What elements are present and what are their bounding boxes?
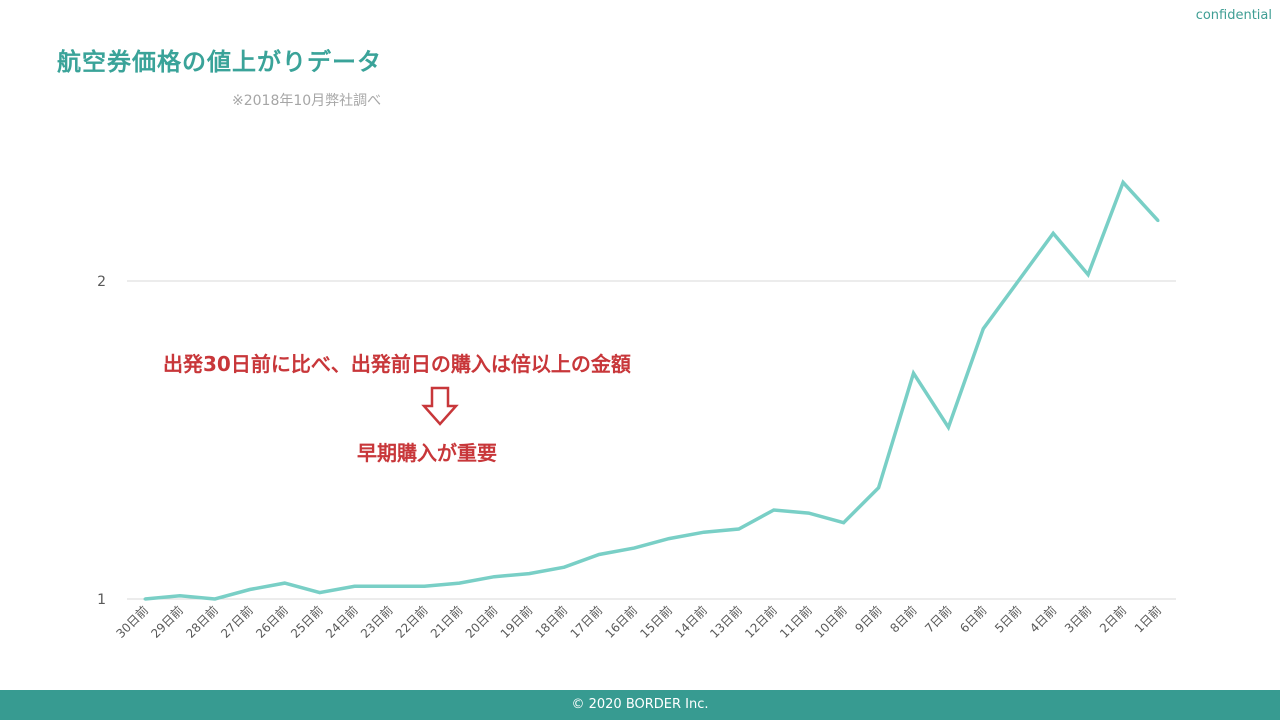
down-arrow-icon [421,386,459,426]
data-point [981,327,985,331]
data-point [178,594,182,598]
data-point [388,584,392,588]
x-tick-label: 23日前 [357,603,395,641]
data-point [353,584,357,588]
annotation-sub-text: 早期購入が重要 [357,441,497,465]
x-tick-label: 4日前 [1026,603,1059,636]
annotation-main-text: 出発30日前に比べ、出発前日の購入は倍以上の金額 [163,352,631,376]
x-tick-label: 30日前 [113,603,151,641]
data-point [1156,219,1160,223]
data-point [632,546,636,550]
data-point [318,591,322,595]
x-tick-label: 10日前 [811,603,849,641]
page-title: 航空券価格の値上がりデータ [57,48,382,76]
x-tick-label: 22日前 [392,603,430,641]
data-point [702,530,706,534]
series-line [144,179,1160,601]
line-chart: 1 2 30日前29日前28日前27日前26日前25日前24日前23日前22日前21… [97,179,1176,641]
data-point [911,371,915,375]
data-point [807,511,811,515]
x-tick-label: 18日前 [532,603,570,641]
x-tick-label: 14日前 [672,603,710,641]
data-point [527,572,531,576]
data-point [1121,180,1125,184]
footer-bar: © 2020 BORDER Inc. [0,690,1280,720]
data-point [842,521,846,525]
x-tick-label: 17日前 [567,603,605,641]
confidential-label: confidential [1195,8,1272,23]
x-tick-label: 25日前 [287,603,325,641]
data-point [772,508,776,512]
data-point [492,575,496,579]
x-tick-label: 24日前 [322,603,360,641]
y-tick-label: 1 [97,592,106,608]
data-point [946,425,950,429]
x-tick-label: 15日前 [637,603,675,641]
x-tick-label: 8日前 [887,603,920,636]
data-point [422,584,426,588]
data-point [1086,273,1090,277]
data-point [1016,279,1020,283]
footer-copyright: © 2020 BORDER Inc. [571,697,709,712]
y-tick-label: 2 [97,274,106,290]
x-tick-label: 9日前 [852,603,885,636]
x-tick-label: 28日前 [183,603,221,641]
x-tick-label: 26日前 [252,603,290,641]
x-tick-label: 1日前 [1131,603,1164,636]
data-point [737,527,741,531]
x-tick-label: 20日前 [462,603,500,641]
x-tick-label: 13日前 [707,603,745,641]
data-point [457,581,461,585]
x-tick-label: 3日前 [1061,603,1094,636]
x-tick-label: 16日前 [602,603,640,641]
data-point [562,565,566,569]
data-point [877,486,881,490]
x-tick-label: 27日前 [218,603,256,641]
data-point [143,597,147,601]
data-point [667,537,671,541]
x-tick-label: 12日前 [741,603,779,641]
x-tick-label: 19日前 [497,603,535,641]
x-tick-label: 21日前 [427,603,465,641]
page-subtitle: ※2018年10月弊社調べ [232,93,382,109]
x-tick-label: 29日前 [148,603,186,641]
x-tick-label: 11日前 [776,603,814,641]
data-point [283,581,287,585]
data-point [213,597,217,601]
x-tick-label: 6日前 [956,603,989,636]
x-tick-label: 7日前 [922,603,955,636]
x-tick-label: 2日前 [1096,603,1129,636]
x-tick-label: 5日前 [991,603,1024,636]
data-point [1051,231,1055,235]
data-point [248,587,252,591]
data-point [597,552,601,556]
